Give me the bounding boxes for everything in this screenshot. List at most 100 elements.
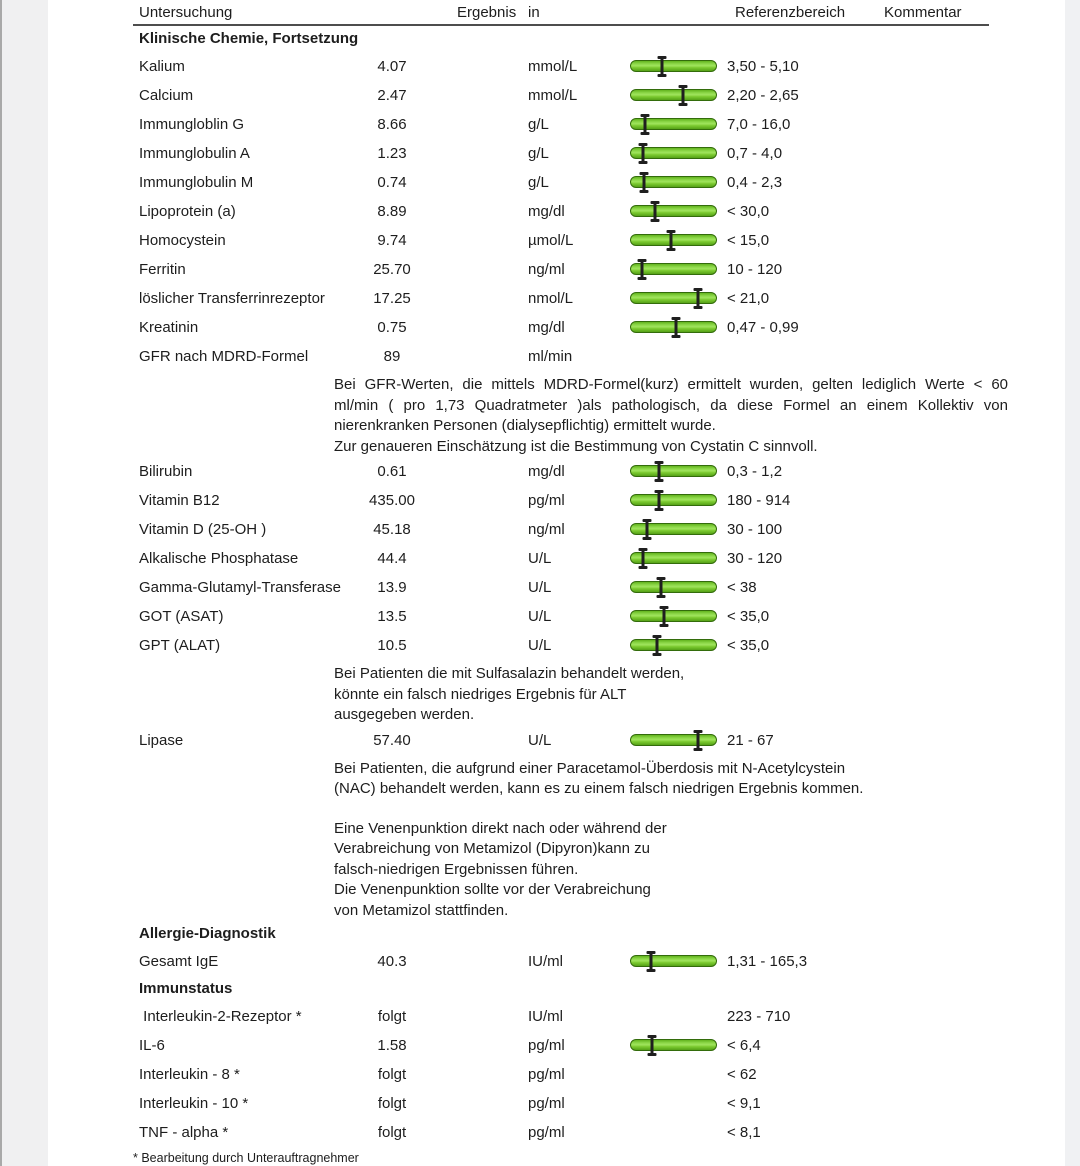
test-unit: mg/dl xyxy=(528,319,565,336)
reference-range-text: 0,7 - 4,0 xyxy=(727,145,783,162)
lab-result-row: TNF - alpha * folgt pg/ml < 8,1 xyxy=(0,1118,1080,1147)
test-value: 2.47 xyxy=(377,87,407,104)
lab-result-row: IL-6 1.58 pg/ml < 6,4 xyxy=(0,1031,1080,1060)
reference-range-bar xyxy=(630,1031,717,1060)
test-unit: g/L xyxy=(528,116,549,133)
test-unit: µmol/L xyxy=(528,232,574,249)
comment-note-line: Bei Patienten, die aufgrund einer Parace… xyxy=(334,759,846,777)
lab-result-row: GFR nach MDRD-Formel 89 ml/min xyxy=(0,342,1080,371)
range-pill xyxy=(630,292,717,304)
lab-result-row: Interleukin - 10 * folgt pg/ml < 9,1 xyxy=(0,1089,1080,1118)
comment-note-line: ausgegeben werden. xyxy=(334,706,475,723)
test-value: 0.75 xyxy=(377,319,407,336)
comment-note: Bei Patienten, die aufgrund einer Parace… xyxy=(0,755,1080,800)
reference-range-text: 10 - 120 xyxy=(727,261,783,278)
test-name: GPT (ALAT) xyxy=(139,637,221,654)
section-heading: Immunstatus xyxy=(139,980,233,997)
footnote: * Bearbeitung durch Unterauftragnehmer xyxy=(133,1151,359,1165)
comment-note-line: Verabreichung von Metamizol (Dipyron)kan… xyxy=(334,840,650,857)
comment-note: Bei Patienten die mit Sulfasalazin behan… xyxy=(0,660,1080,726)
test-unit: ng/ml xyxy=(528,261,565,278)
comment-note: Bei GFR-Werten, die mittels MDRD-Formel(… xyxy=(0,371,1080,457)
test-name: Immunglobulin A xyxy=(139,145,250,162)
value-marker-icon xyxy=(639,172,649,193)
reference-range-bar xyxy=(630,457,717,486)
column-header-in: in xyxy=(528,4,540,21)
value-marker-icon xyxy=(637,259,647,280)
test-value: 57.40 xyxy=(373,731,411,749)
test-value: folgt xyxy=(377,1066,407,1083)
range-pill xyxy=(630,234,717,246)
comment-note-line: (NAC) behandelt werden, kann es zu einem… xyxy=(334,780,864,797)
reference-range-text: 0,3 - 1,2 xyxy=(727,463,783,480)
test-name: Alkalische Phosphatase xyxy=(139,550,299,567)
column-header-referenzbereich: Referenzbereich xyxy=(735,4,846,21)
test-name: IL-6 xyxy=(139,1037,165,1054)
lab-result-row: Lipoprotein (a) 8.89 mg/dl < 30,0 xyxy=(0,197,1080,226)
test-unit: U/L xyxy=(528,608,552,625)
test-name: Lipoprotein (a) xyxy=(139,203,236,220)
test-value: 17.25 xyxy=(373,290,411,307)
range-pill xyxy=(630,89,717,101)
reference-range-bar xyxy=(630,631,717,660)
range-pill xyxy=(630,955,717,967)
comment-note-line: ml/min ( pro 1,73 Quadratmeter )als path… xyxy=(334,396,1008,414)
reference-range-text: < 35,0 xyxy=(727,637,770,654)
reference-range-text: 30 - 120 xyxy=(727,550,783,567)
right-page-margin xyxy=(1065,0,1080,1166)
test-unit: pg/ml xyxy=(528,1124,565,1141)
value-marker-icon xyxy=(659,606,669,627)
reference-range-text: 180 - 914 xyxy=(727,492,791,509)
test-value: 8.89 xyxy=(377,203,407,220)
range-pill xyxy=(630,60,717,72)
test-name: Calcium xyxy=(139,87,194,104)
test-name: Vitamin D (25-OH ) xyxy=(139,521,267,538)
reference-range-text: < 38 xyxy=(727,579,757,596)
comment-note-line: Bei GFR-Werten, die mittels MDRD-Formel(… xyxy=(334,376,1008,393)
test-name: Immunglobulin M xyxy=(139,174,254,191)
reference-range-bar xyxy=(630,255,717,284)
test-unit: g/L xyxy=(528,145,549,162)
test-name: GOT (ASAT) xyxy=(139,608,224,625)
test-name: Kalium xyxy=(139,58,185,75)
lab-result-row: Lipase 57.40 U/L 21 - 67 xyxy=(0,726,1080,755)
range-pill xyxy=(630,263,717,275)
test-value: 1.23 xyxy=(377,145,407,162)
reference-range-bar xyxy=(630,81,717,110)
test-name: Interleukin-2-Rezeptor * xyxy=(139,1008,302,1025)
test-value: 40.3 xyxy=(377,953,407,970)
section-heading: Klinische Chemie, Fortsetzung xyxy=(139,30,359,47)
value-marker-icon xyxy=(654,461,664,482)
lab-result-row: GPT (ALAT) 10.5 U/L < 35,0 xyxy=(0,631,1080,660)
test-name: Kreatinin xyxy=(139,319,199,336)
test-name: Bilirubin xyxy=(139,463,193,480)
comment-note-line: Zur genaueren Einschätzung ist die Besti… xyxy=(334,437,818,455)
test-unit: nmol/L xyxy=(528,290,574,307)
reference-range-text: 21 - 67 xyxy=(727,731,774,749)
test-name: Interleukin - 10 * xyxy=(139,1095,249,1112)
comment-note-line: falsch-niedrigen Ergebnissen führen. xyxy=(334,860,579,878)
reference-range-bar xyxy=(630,544,717,573)
test-name: Ferritin xyxy=(139,261,186,278)
range-pill xyxy=(630,610,717,622)
value-marker-icon xyxy=(693,288,703,309)
test-value: folgt xyxy=(377,1008,407,1025)
lab-result-row: Interleukin - 8 * folgt pg/ml < 62 xyxy=(0,1060,1080,1089)
test-unit: U/L xyxy=(528,550,552,567)
test-value: 45.18 xyxy=(373,521,411,538)
lab-result-row: Immunglobulin A 1.23 g/L 0,7 - 4,0 xyxy=(0,139,1080,168)
column-header-kommentar: Kommentar xyxy=(884,4,962,21)
test-value: 0.74 xyxy=(377,174,407,191)
test-value: 44.4 xyxy=(377,550,407,567)
reference-range-bar xyxy=(630,486,717,515)
comment-note-line: Bei Patienten die mit Sulfasalazin behan… xyxy=(334,665,685,682)
test-value: 435.00 xyxy=(369,492,415,509)
range-pill xyxy=(630,581,717,593)
reference-range-text: < 62 xyxy=(727,1066,757,1083)
test-value: 13.5 xyxy=(377,608,407,625)
test-unit: ng/ml xyxy=(528,521,565,538)
reference-range-text: < 8,1 xyxy=(727,1124,761,1141)
test-value: 1.58 xyxy=(377,1037,407,1054)
range-pill xyxy=(630,494,717,506)
test-value: 4.07 xyxy=(377,58,407,75)
